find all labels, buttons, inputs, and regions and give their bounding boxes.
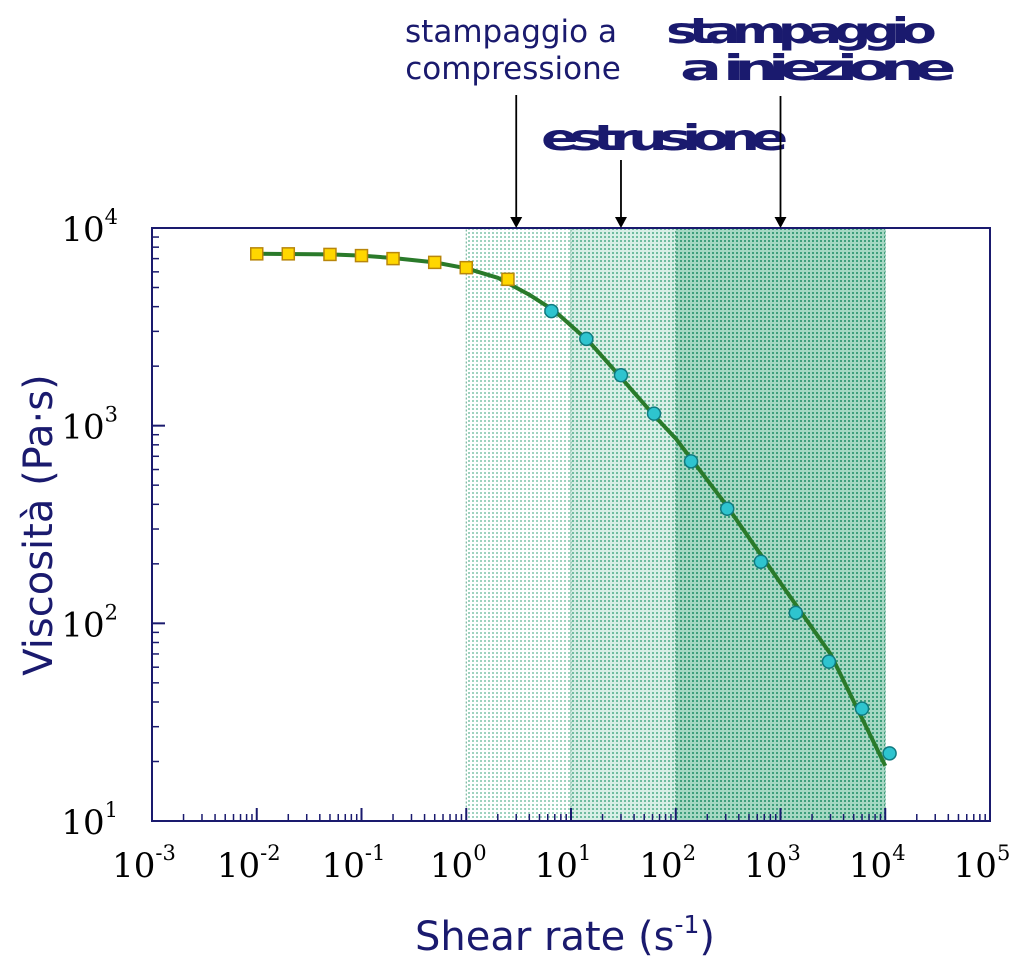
data-markers bbox=[250, 247, 897, 761]
square-marker bbox=[501, 272, 515, 287]
y-tick-label: 102 bbox=[61, 600, 118, 645]
x-tick-label: 10-3 bbox=[112, 841, 176, 886]
shaded-region bbox=[675, 227, 886, 822]
circle-marker bbox=[854, 701, 870, 716]
x-tick-label: 105 bbox=[954, 841, 1011, 886]
tick-labels: 10-3 10-2 10-1 100 101 102 103 104 105 101 102 103 1… bbox=[61, 205, 1010, 886]
square-marker bbox=[386, 251, 400, 266]
shaded-region bbox=[570, 227, 677, 822]
y-axis-title: Viscosità (Pa·s) bbox=[16, 374, 62, 675]
circle-marker bbox=[544, 303, 559, 319]
shaded-region bbox=[465, 227, 572, 822]
x-tick-label: 10-2 bbox=[217, 841, 281, 886]
circle-marker bbox=[683, 454, 699, 469]
circle-marker bbox=[753, 554, 769, 569]
circle-marker bbox=[613, 367, 629, 383]
y-tick-label: 101 bbox=[61, 798, 118, 843]
annotation-compression-line1: stampaggio a bbox=[405, 14, 617, 50]
circle-marker bbox=[719, 501, 735, 516]
axis-ticks bbox=[151, 227, 991, 822]
circle-marker bbox=[646, 406, 662, 421]
x-tick-label: 100 bbox=[430, 841, 487, 886]
annotation-injection-line1: stampaggio bbox=[666, 11, 936, 52]
x-tick-label: 102 bbox=[639, 841, 696, 886]
square-marker bbox=[250, 247, 264, 261]
circle-marker bbox=[579, 331, 594, 347]
circle-marker bbox=[882, 746, 897, 761]
square-marker bbox=[323, 247, 337, 262]
square-marker bbox=[427, 255, 442, 270]
x-axis-title-tail: ) bbox=[699, 914, 715, 960]
x-axis-title: Shear rate (s-1) bbox=[415, 910, 715, 960]
square-marker bbox=[281, 247, 296, 261]
shaded-regions bbox=[465, 227, 886, 822]
x-axis-title-sup: -1 bbox=[674, 910, 699, 939]
x-tick-label: 101 bbox=[535, 841, 592, 886]
y-tick-label: 104 bbox=[61, 205, 118, 250]
x-axis-title-main: Shear rate (s bbox=[415, 914, 674, 960]
y-tick-label: 103 bbox=[61, 403, 118, 448]
annotation-compression-line2: compressione bbox=[405, 51, 621, 87]
square-marker bbox=[459, 260, 473, 275]
circle-marker bbox=[821, 654, 837, 669]
annotation-extrusion: estrusione bbox=[541, 118, 786, 159]
square-marker bbox=[354, 248, 369, 263]
annotation-injection-arrow-head bbox=[774, 217, 787, 228]
annotation-injection-line2: a iniezione bbox=[680, 48, 954, 89]
x-tick-label: 104 bbox=[849, 841, 906, 886]
circle-marker bbox=[788, 605, 804, 621]
x-tick-label: 103 bbox=[744, 841, 801, 886]
annotation-extrusion-arrow-head bbox=[614, 217, 627, 228]
x-tick-label: 10-1 bbox=[322, 841, 386, 886]
annotation-compression-arrow-head bbox=[510, 217, 523, 228]
